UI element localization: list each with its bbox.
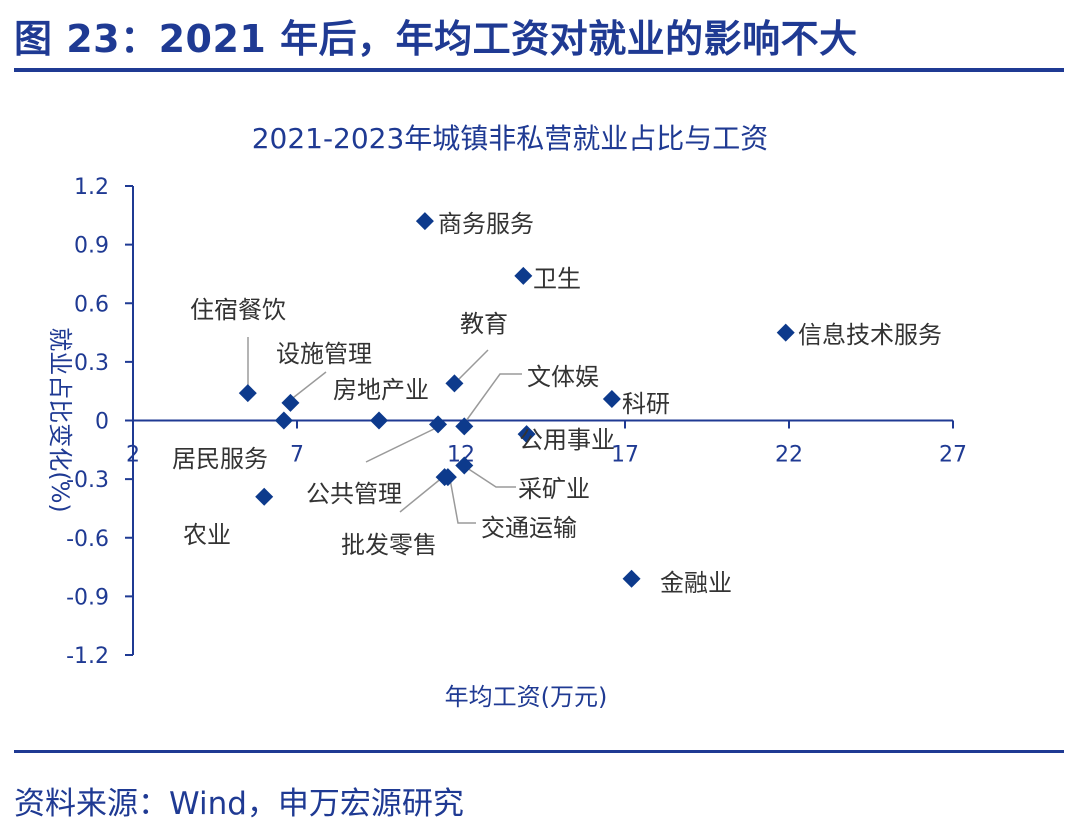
y-tick-label: -1.2 xyxy=(66,644,109,669)
x-tick-label: 27 xyxy=(939,443,967,468)
y-tick-label: 0 xyxy=(95,410,109,435)
y-tick-label: 1.2 xyxy=(74,175,109,200)
data-label: 卫生 xyxy=(533,265,581,293)
data-point xyxy=(415,212,434,231)
data-point xyxy=(238,384,257,403)
data-label: 批发零售 xyxy=(341,531,437,559)
data-point xyxy=(455,417,474,436)
x-tick-label: 22 xyxy=(775,443,803,468)
data-point xyxy=(602,390,621,409)
leader-line xyxy=(455,349,489,383)
data-label: 信息技术服务 xyxy=(798,321,942,349)
leader-line xyxy=(288,371,327,402)
data-point xyxy=(622,569,641,588)
scatter-chart: 2021-2023年城镇非私营就业占比与工资 1.2 0.9 0.6 0.3 0 -0.3 -… xyxy=(46,122,967,711)
data-label: 科研 xyxy=(622,390,670,418)
chart-title: 2021-2023年城镇非私营就业占比与工资 xyxy=(252,122,769,155)
data-point xyxy=(429,415,448,434)
source-note: 资料来源：Wind，申万宏源研究 xyxy=(14,786,464,822)
y-axis-label: 就业占比变化(%) xyxy=(46,327,74,513)
x-tick-label: 17 xyxy=(611,443,639,468)
data-point xyxy=(455,456,474,475)
data-point xyxy=(255,487,274,506)
x-tick-label: 7 xyxy=(290,443,304,468)
data-label: 采矿业 xyxy=(518,475,590,503)
y-tick-label: 0.6 xyxy=(74,292,109,317)
data-label: 公共管理 xyxy=(306,480,402,508)
leader-line xyxy=(465,373,522,422)
title-divider xyxy=(14,68,1064,72)
data-label: 交通运输 xyxy=(481,514,577,542)
data-label: 住宿餐饮 xyxy=(190,296,286,324)
data-point xyxy=(445,374,464,393)
data-label: 商务服务 xyxy=(438,210,534,238)
leader-line xyxy=(463,465,516,488)
y-tick-label: 0.9 xyxy=(74,234,109,259)
data-label: 教育 xyxy=(460,310,508,338)
data-label: 居民服务 xyxy=(172,445,268,473)
figure-title: 图 23：2021 年后，年均工资对就业的影响不大 xyxy=(14,17,858,61)
x-axis-label: 年均工资(万元) xyxy=(445,683,608,711)
y-tick-label: -0.3 xyxy=(66,468,109,493)
data-point xyxy=(776,323,795,342)
y-tick-label: -0.9 xyxy=(66,585,109,610)
data-label: 房地产业 xyxy=(333,376,429,404)
leader-line xyxy=(365,427,437,463)
data-label: 公用事业 xyxy=(519,426,615,454)
data-point xyxy=(517,425,536,444)
data-point xyxy=(370,411,388,430)
data-point xyxy=(435,468,454,487)
data-label: 金融业 xyxy=(660,569,732,597)
leader-line xyxy=(399,476,444,513)
data-label: 农业 xyxy=(183,521,231,549)
data-point xyxy=(514,266,533,285)
data-label: 设施管理 xyxy=(276,340,372,368)
y-tick-label: 0.3 xyxy=(74,351,109,376)
data-point xyxy=(274,411,293,430)
leader-line xyxy=(449,478,476,524)
data-label: 文体娱 xyxy=(527,363,599,391)
data-point xyxy=(281,393,300,412)
x-tick-label: 2 xyxy=(126,443,140,468)
y-tick-label: -0.6 xyxy=(66,527,109,552)
source-divider xyxy=(14,750,1064,753)
